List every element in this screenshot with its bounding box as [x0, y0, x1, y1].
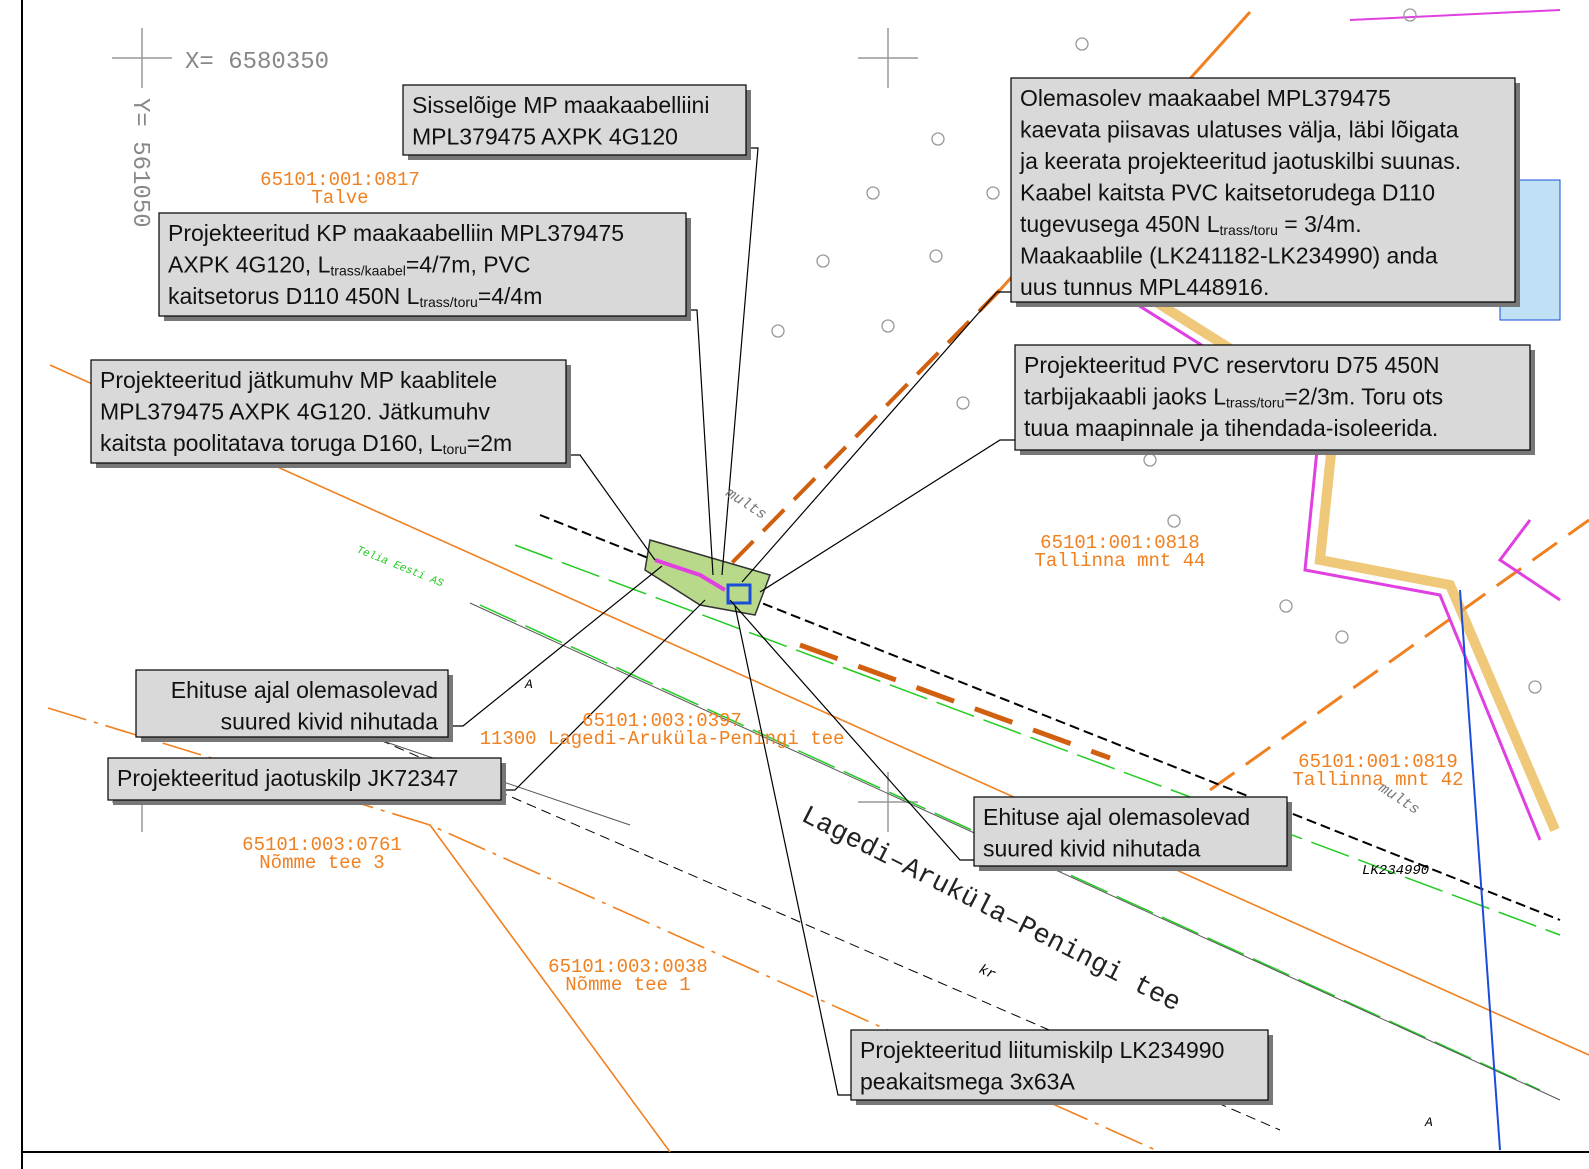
callout-text: suured kivid nihutada	[221, 709, 439, 735]
text-run: Olemasolev maakaabel MPL379475	[1020, 85, 1391, 111]
callout-text: Projekteeritud jaotuskilp JK72347	[117, 765, 458, 791]
text-run: tugevusega 450N L	[1020, 211, 1220, 237]
callout-text: Maakaablile (LK241182-LK234990) anda	[1020, 243, 1438, 269]
text-run: Kaabel kaitsta PVC kaitsetorudega D110	[1020, 180, 1435, 206]
label: kr	[976, 962, 998, 984]
text-run: Ehituse ajal olemasolevad	[171, 677, 438, 703]
text-run: Projekteeritud jaotuskilp JK72347	[117, 765, 458, 791]
subscript: trass/toru	[1220, 222, 1278, 238]
text-run: Sisselõige MP maakaabelliini	[412, 92, 709, 118]
site-plan: Sisselõige MP maakaabelliini MPL379475 AX…	[0, 0, 1589, 1169]
text-run: kaitsetorus D110 450N L	[168, 283, 420, 309]
subscript: toru	[443, 441, 467, 457]
callout-text: uus tunnus MPL448916.	[1020, 274, 1269, 300]
subscript: trass/kaabel	[330, 263, 405, 279]
parcel-name: 11300 Lagedi-Aruküla-Peningi tee	[480, 728, 845, 750]
callout-text: kaevata piisavas ulatuses välja, läbi lõ…	[1020, 117, 1459, 143]
text-run: Projekteeritud PVC reservtoru D75 450N	[1024, 352, 1439, 378]
parcel-name: Talve	[311, 187, 368, 209]
text-run: Projekteeritud liitumiskilp LK234990	[860, 1037, 1224, 1063]
text-run: Ehituse ajal olemasolevad	[983, 804, 1250, 830]
text-run: Projekteeritud jätkumuhv MP kaablitele	[100, 367, 497, 393]
callout-text: ja keerata projekteeritud jaotuskilbi su…	[1019, 148, 1461, 174]
text-run: kaitsta poolitatava toruga D160, L	[100, 430, 443, 456]
callout-text: Projekteeritud liitumiskilp LK234990	[860, 1037, 1224, 1063]
callout-text: Olemasolev maakaabel MPL379475	[1020, 85, 1391, 111]
subscript: trass/toru	[419, 294, 477, 310]
text-run: ja keerata projekteeritud jaotuskilbi su…	[1019, 148, 1461, 174]
callout-text: kaitsetorus D110 450N Ltrass/toru=4/4m	[168, 283, 542, 310]
callout-text: peakaitsmega 3x63A	[860, 1069, 1075, 1095]
callout-text: Projekteeritud jätkumuhv MP kaablitele	[100, 367, 497, 393]
callouts: Sisselõige MP maakaabelliini MPL379475 AX…	[91, 78, 1535, 1105]
text-run: suured kivid nihutada	[221, 709, 439, 735]
label: A	[524, 677, 533, 692]
label: mults	[722, 485, 769, 524]
text-run: =2m	[467, 430, 512, 456]
callout-text: Sisselõige MP maakaabelliini	[412, 92, 709, 118]
callout-text: tuua maapinnale ja tihendada-isoleerida.	[1024, 415, 1438, 441]
callout-text: Ehituse ajal olemasolevad	[983, 804, 1250, 830]
leader-line	[686, 310, 713, 575]
text-run: kaevata piisavas ulatuses välja, läbi lõ…	[1020, 117, 1459, 143]
text-run: Projekteeritud KP maakaabelliin MPL37947…	[168, 220, 624, 246]
callout-text: Projekteeritud KP maakaabelliin MPL37947…	[168, 220, 624, 246]
leader-line	[448, 566, 662, 726]
callout-text: Kaabel kaitsta PVC kaitsetorudega D110	[1020, 180, 1435, 206]
y-coordinate: Y= 561050	[126, 98, 153, 228]
leader-line	[566, 455, 655, 560]
label: Telia Eesti AS	[355, 545, 446, 591]
parcel-name: Tallinna mnt 44	[1034, 550, 1205, 572]
label: LK234990	[1362, 863, 1429, 879]
drawing: Sisselõige MP maakaabelliini MPL379475 AX…	[0, 0, 1589, 1169]
text-run: suured kivid nihutada	[983, 836, 1201, 862]
text-run: = 3/4m.	[1278, 211, 1362, 237]
callout-text: suured kivid nihutada	[983, 836, 1201, 862]
parcel-name: Nõmme tee 1	[565, 974, 690, 996]
x-coordinate: X= 6580350	[185, 49, 329, 76]
callout-text: tugevusega 450N Ltrass/toru = 3/4m.	[1020, 211, 1362, 238]
text-run: tarbijakaabli jaoks L	[1024, 384, 1226, 410]
parcel-name: Tallinna mnt 42	[1292, 769, 1463, 791]
callout-text: MPL379475 AXPK 4G120. Jätkumuhv	[100, 399, 490, 425]
parcel-name: Nõmme tee 3	[259, 852, 384, 874]
subscript: trass/toru	[1226, 395, 1284, 411]
callout-text: Ehituse ajal olemasolevad	[171, 677, 438, 703]
joint-area	[645, 540, 770, 615]
text-run: peakaitsmega 3x63A	[860, 1069, 1075, 1095]
leader-line	[760, 440, 1015, 592]
text-run: MPL379475 AXPK 4G120	[412, 124, 678, 150]
text-run: AXPK 4G120, L	[168, 252, 331, 278]
text-run: MPL379475 AXPK 4G120. Jätkumuhv	[100, 399, 490, 425]
text-run: Maakaablile (LK241182-LK234990) anda	[1020, 243, 1438, 269]
callout-text: MPL379475 AXPK 4G120	[412, 124, 678, 150]
text-run: =2/3m. Toru ots	[1284, 384, 1443, 410]
callout-text: Projekteeritud PVC reservtoru D75 450N	[1024, 352, 1439, 378]
text-run: tuua maapinnale ja tihendada-isoleerida.	[1024, 415, 1438, 441]
text-run: =4/4m	[478, 283, 543, 309]
text-run: uus tunnus MPL448916.	[1020, 274, 1269, 300]
text-run: =4/7m, PVC	[406, 252, 531, 278]
label: A	[1424, 1115, 1433, 1130]
